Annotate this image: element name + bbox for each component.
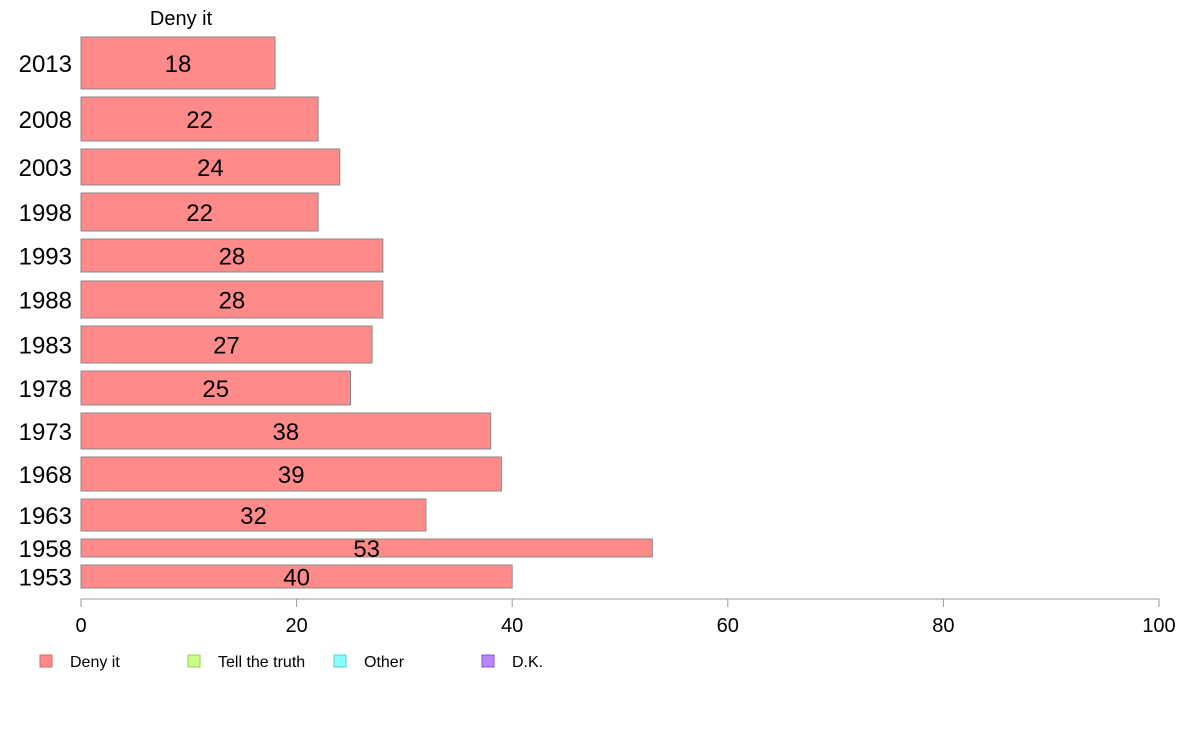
category-label-1993: 1993 <box>19 244 72 271</box>
x-tick-label-40: 40 <box>501 615 523 637</box>
bar-1968 <box>80 456 502 492</box>
x-tick-label-100: 100 <box>1142 615 1175 637</box>
data-label-2003: 24 <box>197 155 224 182</box>
category-label-1953: 1953 <box>19 565 72 592</box>
data-label-1973: 38 <box>272 419 299 446</box>
data-label-1993: 28 <box>219 244 246 271</box>
data-label-1983: 27 <box>213 333 240 360</box>
legend-label-1: Tell the truth <box>218 654 305 671</box>
data-label-2013: 18 <box>165 51 192 78</box>
category-label-1978: 1978 <box>19 376 72 403</box>
data-label-1988: 28 <box>219 288 246 315</box>
data-label-2008: 22 <box>186 107 213 134</box>
category-label-1968: 1968 <box>19 462 72 489</box>
x-tick-label-60: 60 <box>717 615 739 637</box>
bar-1993 <box>80 238 384 273</box>
bar-2003 <box>80 148 341 186</box>
legend-label-0: Deny it <box>70 654 120 671</box>
category-label-1983: 1983 <box>19 333 72 360</box>
category-label-1958: 1958 <box>19 536 72 563</box>
data-label-1998: 22 <box>186 200 213 227</box>
category-label-1963: 1963 <box>19 503 72 530</box>
legend: Deny it Tell the truth Other D.K. <box>39 654 543 671</box>
bar-1983 <box>80 325 373 364</box>
bars-layer: 2013 18 2008 22 2003 24 1998 22 1993 28 1988 28 1983… <box>19 36 653 592</box>
panel-title: Deny it <box>150 8 213 30</box>
bar-1978 <box>80 370 351 406</box>
category-label-2013: 2013 <box>19 51 72 78</box>
x-tick-label-20: 20 <box>285 615 307 637</box>
x-axis: 0 20 40 60 80 100 <box>75 598 1176 637</box>
x-tick-label-80: 80 <box>932 615 954 637</box>
bar-1958 <box>80 538 653 558</box>
legend-swatch-0 <box>39 654 53 668</box>
legend-swatch-1 <box>187 654 201 668</box>
legend-swatch-3 <box>481 654 495 668</box>
legend-label-3: D.K. <box>512 654 543 671</box>
data-label-1953: 40 <box>283 565 310 592</box>
category-label-1988: 1988 <box>19 288 72 315</box>
data-label-1963: 32 <box>240 503 267 530</box>
x-tick-label-0: 0 <box>75 615 86 637</box>
legend-label-2: Other <box>364 654 405 671</box>
category-label-1973: 1973 <box>19 419 72 446</box>
bar-1988 <box>80 280 384 319</box>
data-label-1968: 39 <box>278 462 305 489</box>
bar-1973 <box>80 412 492 450</box>
bar-1998 <box>80 192 319 232</box>
category-label-1998: 1998 <box>19 200 72 227</box>
bar-1963 <box>80 498 427 532</box>
data-label-1958: 53 <box>353 536 380 563</box>
bar-1953 <box>80 564 513 589</box>
data-label-1978: 25 <box>202 376 229 403</box>
bar-2008 <box>80 96 319 142</box>
bar-2013 <box>80 36 276 90</box>
category-label-2008: 2008 <box>19 107 72 134</box>
legend-swatch-2 <box>333 654 347 668</box>
category-label-2003: 2003 <box>19 155 72 182</box>
